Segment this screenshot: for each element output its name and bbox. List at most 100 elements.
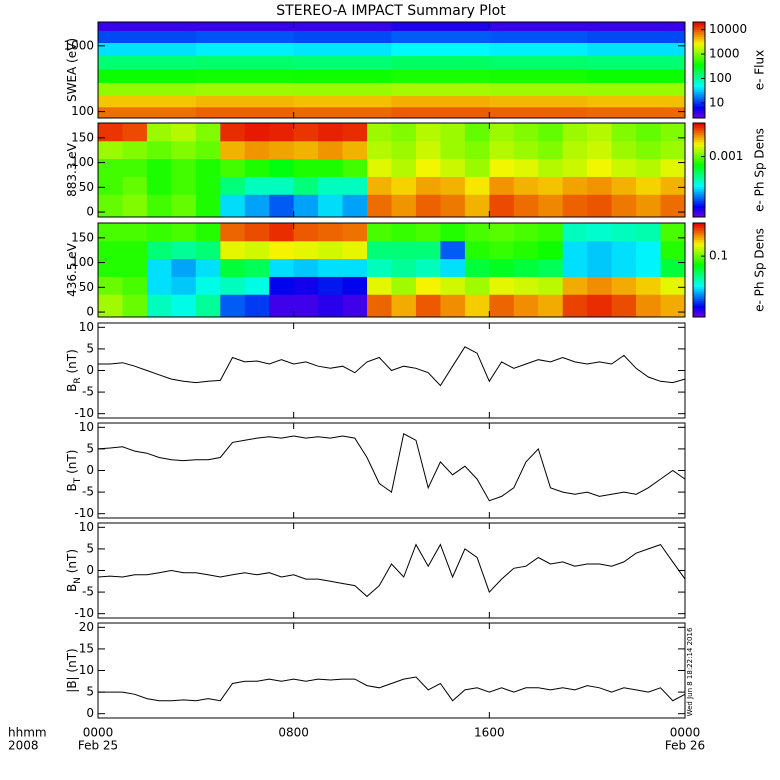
x-axis-prefix: 2008 — [8, 739, 39, 753]
colorbar-label: e- Flux — [753, 50, 767, 90]
heatmap-cell — [171, 223, 197, 242]
data-line — [98, 676, 686, 702]
colorbar-swatch — [693, 84, 705, 88]
y-tick-label: 5 — [86, 441, 94, 455]
chart-title: STEREO-A IMPACT Summary Plot — [276, 3, 506, 19]
colorbar-swatch — [693, 151, 705, 155]
heatmap-cell — [98, 140, 123, 160]
heatmap-cell — [391, 294, 417, 318]
heatmap-cell — [636, 294, 662, 318]
colorbar-swatch — [693, 130, 705, 133]
heatmap-cell — [195, 240, 221, 260]
heatmap-cell — [636, 194, 662, 218]
heatmap-cell — [220, 223, 246, 242]
heatmap-cell — [611, 294, 637, 318]
y-axis-label: 436.5 eV — [65, 242, 79, 297]
heatmap-cell — [489, 69, 588, 83]
colorbar-swatch — [693, 241, 705, 245]
heatmap-cell — [513, 158, 539, 177]
colorbar-swatch — [693, 274, 705, 278]
colorbar-swatch — [693, 207, 705, 211]
heatmap-cell — [220, 240, 246, 260]
colorbar-swatch — [693, 227, 705, 231]
colorbar-tick-label: 1000 — [709, 47, 740, 61]
heatmap-cell — [391, 106, 490, 119]
heatmap-cell — [513, 240, 539, 260]
colorbar-swatch — [693, 55, 705, 59]
colorbar-swatch — [693, 248, 705, 252]
heatmap-cell — [293, 276, 319, 295]
heatmap-cell — [367, 194, 392, 218]
heatmap-cell — [489, 140, 515, 160]
heatmap-cell — [391, 158, 417, 177]
heatmap-cell — [415, 158, 441, 177]
colorbar-swatch — [693, 148, 705, 152]
heatmap-cell — [342, 294, 368, 318]
heatmap-cell — [342, 276, 368, 295]
heatmap-cell — [171, 194, 197, 218]
heatmap-cell — [367, 158, 392, 177]
heatmap-cell — [171, 140, 197, 160]
heatmap-cell — [293, 30, 392, 44]
y-tick-label: 5 — [86, 541, 94, 555]
heatmap-cell — [660, 258, 686, 277]
heatmap-cell — [587, 223, 613, 242]
colorbar-swatch — [693, 232, 705, 236]
heatmap-cell — [660, 223, 686, 242]
y-axis-label-part: T — [73, 477, 83, 484]
colorbar-swatch — [693, 48, 705, 52]
heatmap-cell — [587, 240, 613, 260]
heatmap-cell — [293, 95, 392, 108]
colorbar-swatch — [693, 191, 705, 194]
y-tick-label: 1000 — [63, 38, 94, 52]
colorbar-swatch — [693, 94, 705, 97]
y-tick-label: 0 — [86, 706, 94, 720]
heatmap-cell — [342, 194, 368, 218]
heatmap-cell — [98, 276, 123, 295]
colorbar-swatch — [693, 279, 705, 283]
heatmap-cell — [587, 158, 613, 177]
colorbar-swatch — [693, 172, 705, 176]
y-axis-label-part: 883.3 eV — [65, 142, 79, 197]
y-axis-label-part: R — [73, 377, 83, 383]
heatmap-cell — [611, 140, 637, 160]
colorbar-swatch — [693, 139, 705, 143]
heatmap-cell — [195, 140, 221, 160]
heatmap-cell — [391, 276, 417, 295]
colorbar-swatch — [693, 281, 705, 285]
y-axis-label-part: |B| (nT) — [65, 648, 79, 692]
colorbar-swatch — [693, 200, 705, 204]
heatmap-cell — [489, 30, 588, 44]
colorbar-swatch — [693, 244, 705, 247]
data-line — [97, 543, 686, 598]
y-tick-label: 100 — [71, 155, 94, 169]
heatmap-cell — [464, 176, 490, 195]
heatmap-cell — [660, 158, 686, 177]
heatmap-cell — [513, 194, 539, 218]
heatmap-cell — [440, 240, 466, 260]
heatmap-cell — [98, 106, 197, 119]
colorbar-swatch — [693, 155, 705, 159]
heatmap-cell — [587, 42, 686, 57]
heatmap-cell — [440, 258, 466, 277]
colorbar-swatch — [693, 134, 705, 138]
heatmap-cell — [636, 223, 662, 242]
heatmap-cell — [562, 158, 588, 177]
heatmap-cell — [587, 294, 613, 318]
heatmap-cell — [122, 294, 148, 318]
y-tick-label: -10 — [74, 506, 94, 520]
heatmap-cell — [122, 223, 148, 242]
heatmap-cell — [587, 194, 613, 218]
heatmap-cell — [587, 258, 613, 277]
colorbar-swatch — [693, 309, 705, 313]
x-date-label: Feb 26 — [665, 739, 705, 753]
heatmap-cell — [244, 140, 270, 160]
colorbar-swatch — [693, 260, 705, 264]
heatmap-cell — [98, 158, 123, 177]
heatmap-cell — [146, 276, 172, 295]
y-tick-label: 150 — [71, 230, 94, 244]
colorbar-swatch — [693, 146, 705, 150]
